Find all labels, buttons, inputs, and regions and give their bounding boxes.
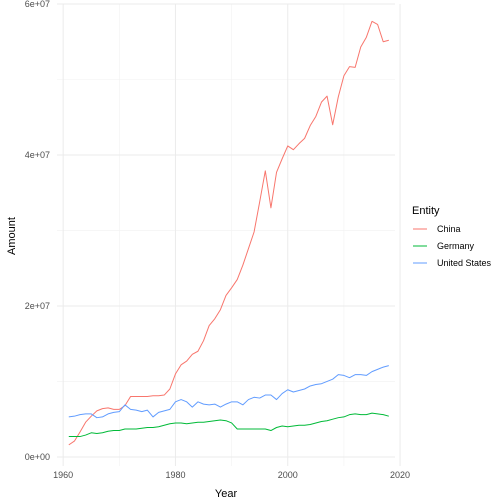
y-tick-label: 4e+07 [25, 150, 50, 160]
major-gridlines [57, 3, 401, 466]
x-tick-label: 1980 [165, 470, 185, 480]
x-tick-label: 2020 [390, 470, 410, 480]
x-tick-label: 1960 [53, 470, 73, 480]
x-axis-tick-labels: 1960 1980 2000 2020 [53, 470, 410, 480]
x-tick-label: 2000 [278, 470, 298, 480]
y-tick-label: 2e+07 [25, 301, 50, 311]
legend-items: China Germany United States [413, 224, 492, 268]
legend-label-united-states: United States [437, 258, 492, 268]
legend: Entity China Germany United States [412, 205, 492, 268]
y-tick-label: 6e+07 [25, 0, 50, 9]
legend-label-china: China [437, 224, 461, 234]
legend-title: Entity [412, 205, 440, 217]
y-axis-tick-labels: 0e+00 2e+07 4e+07 6e+07 [25, 0, 50, 462]
series-line-germany [68, 412, 389, 438]
series-line-united-states [68, 365, 389, 419]
legend-label-germany: Germany [437, 241, 475, 251]
y-axis-title: Amount [6, 217, 18, 255]
y-tick-label: 0e+00 [25, 452, 50, 462]
series-lines [68, 20, 389, 446]
minor-gridlines [57, 4, 395, 466]
x-axis-title: Year [215, 488, 238, 500]
